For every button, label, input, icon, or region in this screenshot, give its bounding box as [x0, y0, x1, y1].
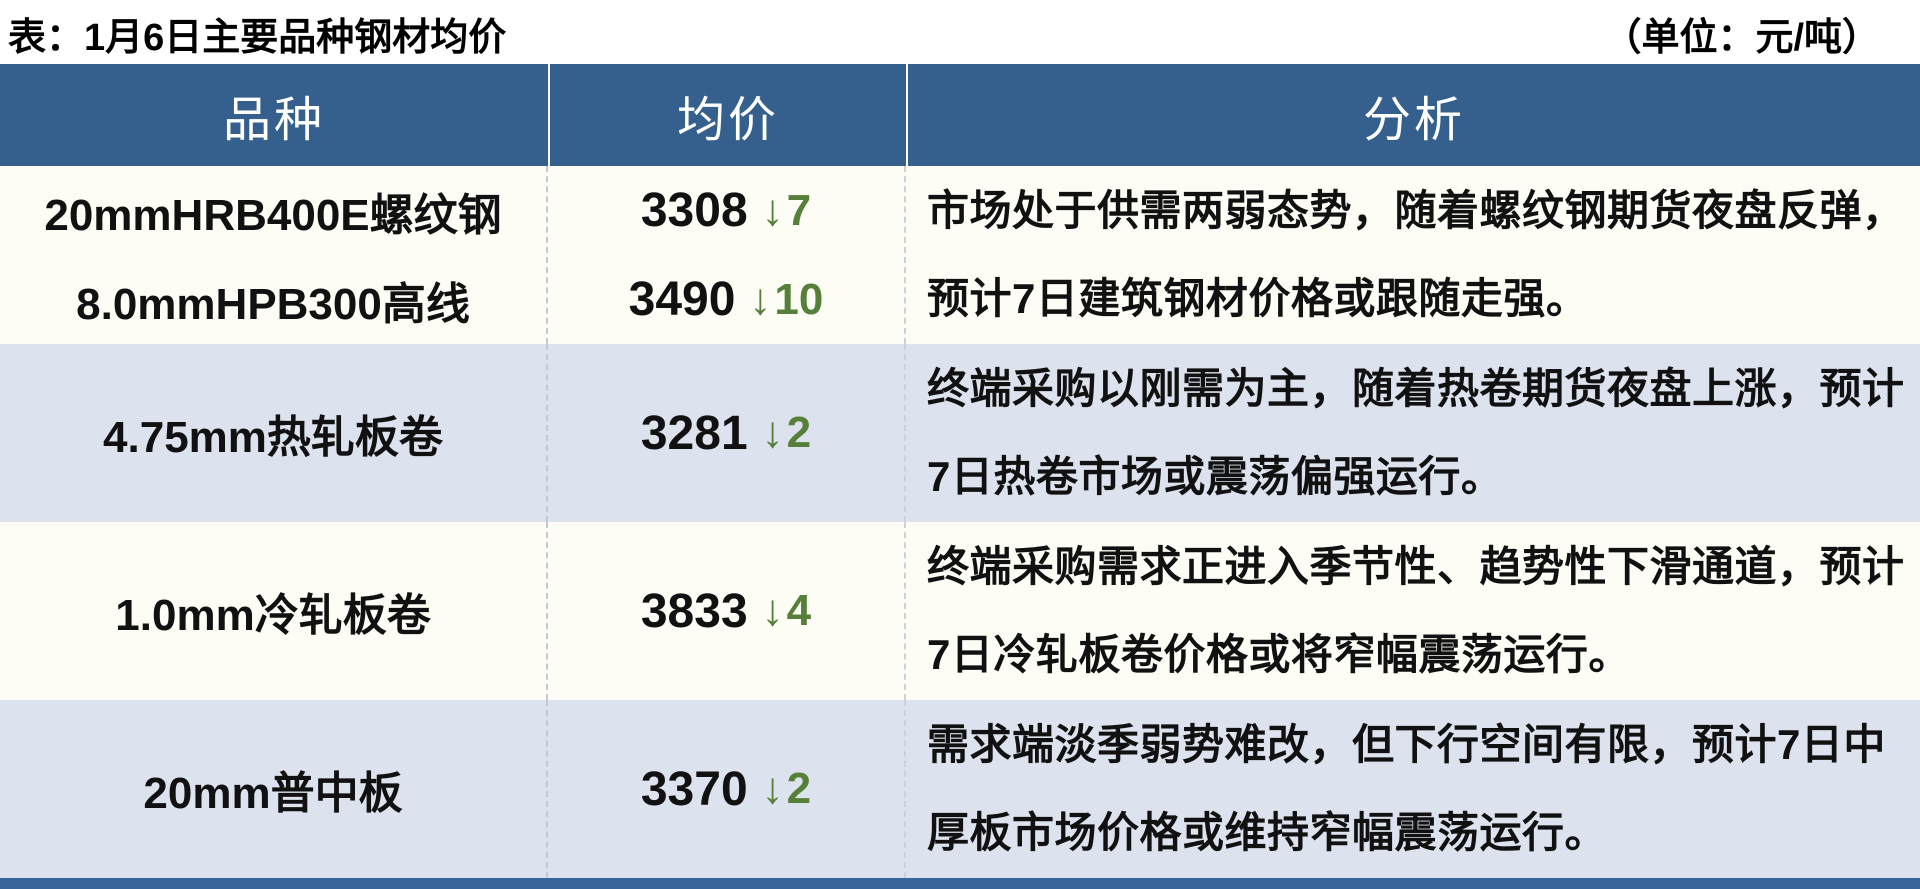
price-line: 3308 ↓ 7 — [641, 166, 811, 255]
table-row-medium-plate: 20mm普中板 3370 ↓ 2 需求端淡季弱势难改，但下行空间有限，预计7日中… — [0, 700, 1920, 878]
price-change: ↓ 7 — [762, 186, 811, 236]
down-arrow-icon: ↓ — [761, 185, 784, 235]
price-cell: 3370 ↓ 2 — [548, 700, 906, 878]
price-change: ↓ 4 — [762, 586, 811, 636]
variety-name: 20mmHRB400E螺纹钢 — [44, 190, 502, 240]
down-arrow-icon: ↓ — [761, 408, 784, 457]
variety-name: 8.0mmHPB300高线 — [76, 279, 470, 329]
title-bar: 表：1月6日主要品种钢材均价 （单位：元/吨） — [0, 0, 1920, 64]
price-value: 3833 — [640, 584, 748, 638]
price-change: ↓ 10 — [749, 275, 823, 325]
price-line: 3490 ↓ 10 — [629, 255, 824, 344]
analysis-text: 市场处于供需两弱态势，随着螺纹钢期货夜盘反弹，预计7日建筑钢材价格或跟随走强。 — [927, 187, 1905, 322]
header-cell-analysis: 分析 — [906, 64, 1920, 166]
price-cell: 3281 ↓ 2 — [548, 344, 906, 522]
price-value: 3308 — [640, 184, 748, 237]
change-value: 2 — [786, 408, 812, 457]
table-header-row: 品种 均价 分析 — [0, 64, 1920, 166]
price-line: 3281 ↓ 2 — [641, 389, 811, 478]
change-value: 10 — [774, 274, 824, 324]
price-value: 3490 — [628, 273, 736, 326]
unit-label: （单位：元/吨） — [1603, 16, 1880, 59]
header-cell-price: 均价 — [548, 64, 906, 166]
variety-cell: 20mmHRB400E螺纹钢 8.0mmHPB300高线 — [0, 166, 548, 344]
variety-name: 4.75mm热轧板卷 — [103, 413, 443, 462]
down-arrow-icon: ↓ — [749, 274, 772, 324]
change-value: 7 — [786, 185, 812, 235]
page-title: 表：1月6日主要品种钢材均价 — [8, 16, 507, 59]
price-value: 3281 — [640, 406, 748, 460]
price-cell: 3308 ↓ 7 3490 ↓ 10 — [548, 166, 906, 344]
variety-name: 1.0mm冷轧板卷 — [115, 591, 431, 640]
table-row-hot-rolled: 4.75mm热轧板卷 3281 ↓ 2 终端采购以刚需为主，随着热卷期货夜盘上涨… — [0, 344, 1920, 522]
price-change: ↓ 2 — [762, 764, 811, 814]
analysis-text: 终端采购以刚需为主，随着热卷期货夜盘上涨，预计7日热卷市场或震荡偏强运行。 — [927, 365, 1905, 500]
analysis-text: 需求端淡季弱势难改，但下行空间有限，预计7日中厚板市场价格或维持窄幅震荡运行。 — [927, 721, 1886, 856]
change-value: 2 — [786, 764, 812, 813]
table-bottom-border — [0, 878, 1920, 889]
analysis-text: 终端采购需求正进入季节性、趋势性下滑通道，预计7日冷轧板卷价格或将窄幅震荡运行。 — [927, 543, 1905, 678]
table-row-rebar-wirerod: 20mmHRB400E螺纹钢 8.0mmHPB300高线 3308 ↓ 7 34… — [0, 166, 1920, 344]
down-arrow-icon: ↓ — [761, 586, 784, 635]
header-cell-variety: 品种 — [222, 94, 325, 147]
price-cell: 3833 ↓ 4 — [548, 522, 906, 700]
table-row-cold-rolled: 1.0mm冷轧板卷 3833 ↓ 4 终端采购需求正进入季节性、趋势性下滑通道，… — [0, 522, 1920, 700]
price-line: 3370 ↓ 2 — [641, 745, 811, 834]
steel-price-table: 品种 均价 分析 20mmHRB400E螺纹钢 8.0mmHPB300高线 33… — [0, 64, 1920, 889]
down-arrow-icon: ↓ — [761, 764, 784, 813]
variety-cell: 4.75mm热轧板卷 — [0, 344, 548, 522]
price-line: 3833 ↓ 4 — [641, 567, 811, 656]
variety-cell: 1.0mm冷轧板卷 — [0, 522, 548, 700]
change-value: 4 — [786, 586, 812, 635]
variety-name: 20mm普中板 — [143, 769, 403, 818]
price-value: 3370 — [640, 762, 748, 816]
variety-cell: 20mm普中板 — [0, 700, 548, 878]
price-change: ↓ 2 — [762, 408, 811, 458]
